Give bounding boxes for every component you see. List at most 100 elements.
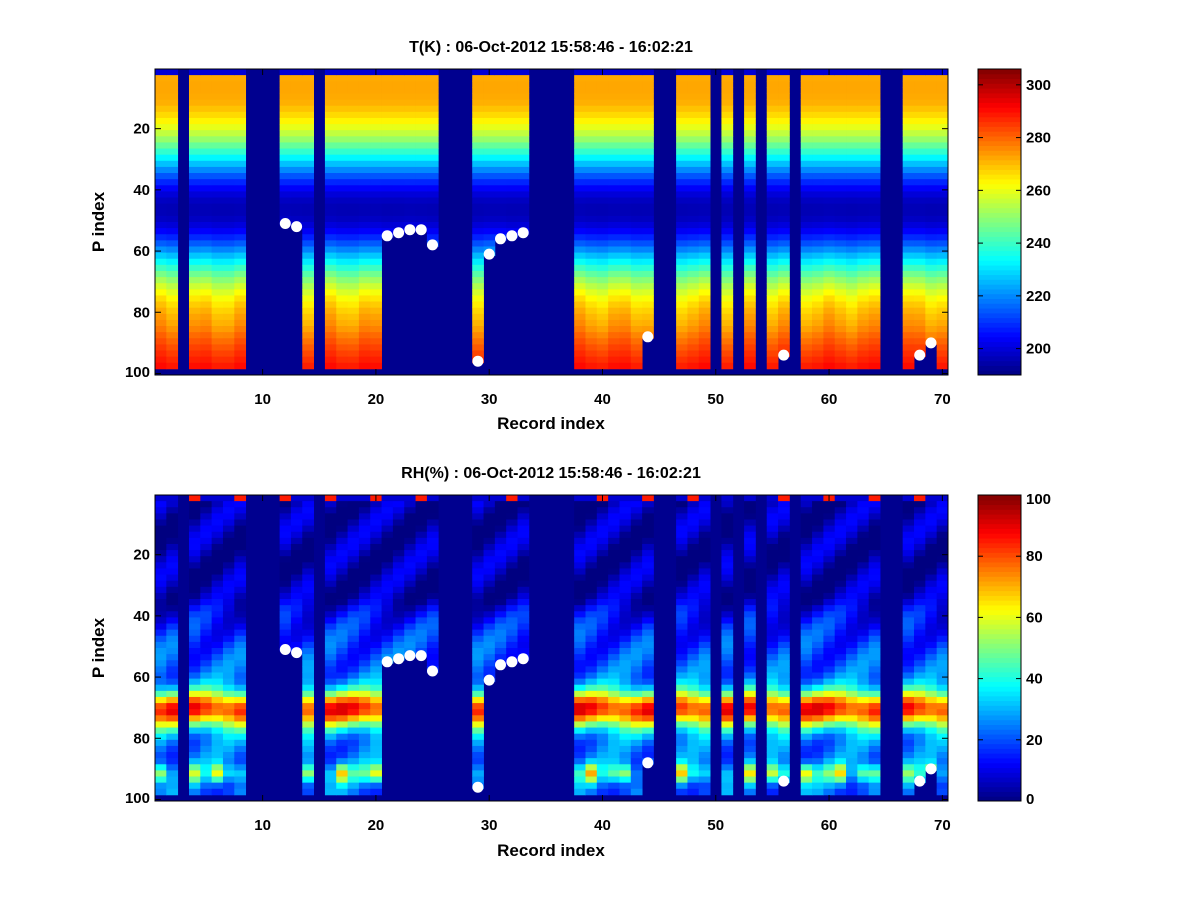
heatmap-cell	[744, 641, 756, 649]
heatmap-cell	[404, 197, 416, 205]
heatmap-cell	[483, 611, 496, 618]
heatmap-cell	[279, 185, 292, 192]
record-column-49	[698, 69, 711, 370]
heatmap-cell	[358, 519, 371, 526]
heatmap-cell	[868, 629, 881, 637]
heatmap-cell	[211, 727, 224, 735]
heatmap-cell	[200, 295, 213, 302]
heatmap-cell	[834, 87, 847, 94]
heatmap-cell	[857, 75, 870, 82]
heatmap-cell	[914, 574, 926, 582]
colorbar-segment	[978, 757, 1021, 764]
heatmap-cell	[302, 495, 314, 502]
heatmap-cell	[642, 739, 654, 747]
heatmap-cell	[698, 142, 711, 149]
heatmap-cell	[358, 160, 371, 168]
heatmap-cell	[676, 136, 688, 143]
heatmap-cell	[766, 543, 779, 551]
heatmap-cell	[857, 258, 870, 266]
heatmap-cell	[846, 617, 858, 624]
heatmap-cell	[336, 105, 348, 113]
heatmap-cell	[902, 252, 915, 260]
ground-marker	[404, 650, 416, 662]
heatmap-cell	[279, 197, 292, 205]
heatmap-cell	[302, 111, 314, 119]
heatmap-cell	[358, 124, 371, 131]
heatmap-cell	[200, 356, 213, 364]
heatmap-cell	[766, 776, 779, 784]
heatmap-cell	[676, 629, 688, 637]
heatmap-cell	[155, 776, 167, 784]
heatmap-cell	[517, 623, 530, 631]
heatmap-cell	[608, 666, 620, 673]
heatmap-cell	[800, 105, 813, 113]
heatmap-cell	[925, 531, 938, 539]
heatmap-cell	[868, 197, 881, 205]
heatmap-cell	[642, 148, 654, 156]
heatmap-cell	[234, 185, 247, 192]
heatmap-cell	[200, 350, 213, 358]
heatmap-cell	[766, 660, 779, 667]
heatmap-cell	[857, 727, 870, 735]
heatmap-cell	[324, 745, 337, 753]
heatmap-cell	[914, 81, 926, 88]
heatmap-cell	[936, 350, 949, 358]
heatmap-cell	[155, 69, 167, 76]
heatmap-cell	[166, 580, 179, 588]
record-column-61	[834, 69, 847, 370]
heatmap-cell	[347, 130, 360, 137]
heatmap-cell	[936, 173, 949, 180]
heatmap-cell	[608, 788, 620, 796]
heatmap-cell	[914, 764, 926, 771]
heatmap-cell	[517, 185, 530, 192]
colorbar-segment	[978, 202, 1021, 209]
heatmap-cell	[834, 562, 847, 569]
heatmap-cell	[155, 758, 167, 765]
heatmap-cell	[687, 222, 700, 229]
heatmap-cell	[800, 75, 813, 82]
heatmap-cell	[279, 568, 292, 575]
heatmap-cell	[234, 733, 247, 741]
heatmap-cell	[404, 185, 416, 192]
heatmap-cell	[494, 550, 507, 557]
heatmap-cell	[358, 136, 371, 143]
heatmap-cell	[868, 513, 881, 520]
heatmap-cell	[812, 752, 824, 759]
heatmap-cell	[596, 179, 609, 186]
heatmap-cell	[324, 130, 337, 137]
heatmap-cell	[574, 782, 586, 790]
heatmap-cell	[902, 788, 915, 796]
heatmap-cell	[766, 703, 779, 710]
heatmap-cell	[222, 124, 235, 131]
heatmap-cell	[517, 222, 530, 229]
heatmap-cell	[766, 270, 779, 278]
heatmap-cell	[823, 258, 836, 266]
heatmap-cell	[698, 519, 711, 526]
heatmap-cell	[517, 586, 530, 594]
heatmap-cell	[834, 745, 847, 753]
heatmap-cell	[925, 507, 938, 514]
heatmap-cell	[834, 648, 847, 655]
heatmap-cell	[381, 537, 394, 545]
heatmap-cell	[619, 166, 632, 174]
heatmap-cell	[574, 277, 586, 284]
heatmap-cell	[234, 550, 247, 557]
heatmap-cell	[914, 124, 926, 131]
heatmap-cell	[155, 648, 167, 655]
heatmap-cell	[744, 75, 756, 82]
heatmap-cell	[370, 721, 382, 728]
heatmap-cell	[676, 228, 688, 235]
heatmap-cell	[494, 75, 507, 82]
x-tick-label: 40	[594, 391, 611, 408]
heatmap-cell	[222, 332, 235, 339]
heatmap-cell	[857, 745, 870, 753]
heatmap-cell	[155, 592, 167, 600]
heatmap-cell	[472, 721, 484, 728]
heatmap-cell	[834, 258, 847, 266]
heatmap-cell	[155, 733, 167, 741]
heatmap-cell	[200, 148, 213, 156]
heatmap-cell	[642, 264, 654, 272]
heatmap-cell	[823, 283, 836, 290]
heatmap-cell	[585, 69, 598, 76]
heatmap-cell	[687, 93, 700, 100]
